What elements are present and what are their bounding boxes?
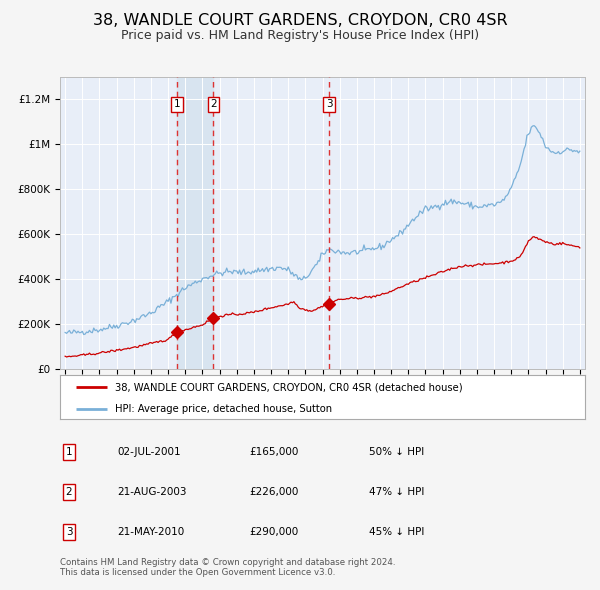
Text: 38, WANDLE COURT GARDENS, CROYDON, CR0 4SR (detached house): 38, WANDLE COURT GARDENS, CROYDON, CR0 4… bbox=[115, 382, 463, 392]
Text: 47% ↓ HPI: 47% ↓ HPI bbox=[369, 487, 424, 497]
Text: 02-JUL-2001: 02-JUL-2001 bbox=[117, 447, 181, 457]
Text: 21-AUG-2003: 21-AUG-2003 bbox=[117, 487, 187, 497]
Text: 38, WANDLE COURT GARDENS, CROYDON, CR0 4SR: 38, WANDLE COURT GARDENS, CROYDON, CR0 4… bbox=[92, 13, 508, 28]
Text: Contains HM Land Registry data © Crown copyright and database right 2024.
This d: Contains HM Land Registry data © Crown c… bbox=[60, 558, 395, 577]
Text: 3: 3 bbox=[326, 100, 332, 109]
Bar bbox=[178, 77, 214, 369]
Text: £226,000: £226,000 bbox=[249, 487, 298, 497]
Text: 1: 1 bbox=[174, 100, 181, 109]
Text: 50% ↓ HPI: 50% ↓ HPI bbox=[369, 447, 424, 457]
Text: 3: 3 bbox=[65, 527, 73, 537]
Text: HPI: Average price, detached house, Sutton: HPI: Average price, detached house, Sutt… bbox=[115, 404, 332, 414]
Text: Price paid vs. HM Land Registry's House Price Index (HPI): Price paid vs. HM Land Registry's House … bbox=[121, 30, 479, 42]
Text: £290,000: £290,000 bbox=[249, 527, 298, 537]
Text: £165,000: £165,000 bbox=[249, 447, 298, 457]
Text: 45% ↓ HPI: 45% ↓ HPI bbox=[369, 527, 424, 537]
Text: 1: 1 bbox=[65, 447, 73, 457]
Text: 2: 2 bbox=[65, 487, 73, 497]
Text: 21-MAY-2010: 21-MAY-2010 bbox=[117, 527, 184, 537]
Text: 2: 2 bbox=[210, 100, 217, 109]
